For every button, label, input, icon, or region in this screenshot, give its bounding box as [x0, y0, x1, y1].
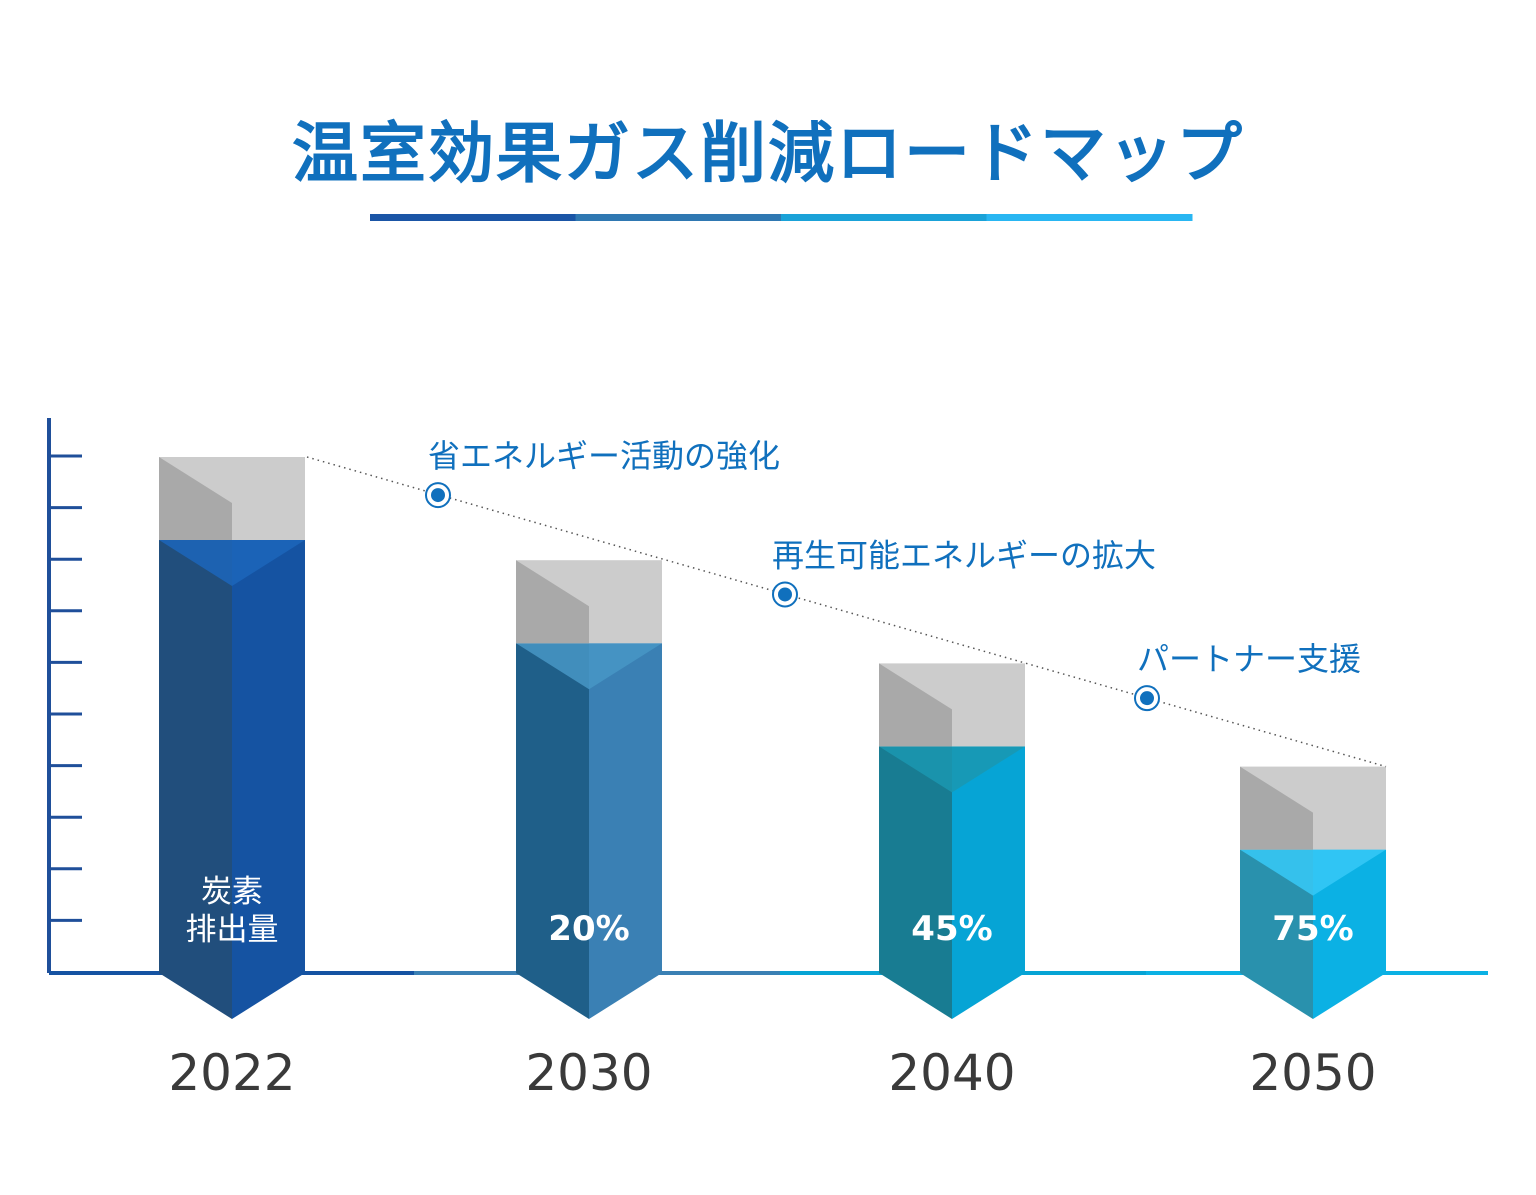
bar-2030: 20% — [516, 560, 662, 1019]
bar-chevron-shade — [516, 643, 662, 690]
bar-value-label: 75% — [1272, 909, 1353, 949]
annotation-marker-dot — [1140, 691, 1154, 706]
bar-cap-shade — [159, 457, 232, 540]
bar-body-left — [516, 643, 589, 1019]
year-label: 2040 — [888, 1044, 1015, 1102]
year-label: 2030 — [525, 1044, 652, 1102]
annotation-label: 再生可能エネルギーの拡大 — [772, 536, 1156, 574]
year-label: 2022 — [168, 1044, 295, 1102]
bar-body-right — [952, 746, 1025, 1019]
trend-line — [306, 456, 1387, 768]
bar-body-right — [1313, 849, 1386, 1019]
underline-segment — [986, 214, 1193, 221]
title-underline — [370, 214, 1193, 221]
underline-segment — [575, 214, 782, 221]
bar-body-left — [879, 746, 952, 1019]
annotation-label: 省エネルギー活動の強化 — [428, 437, 780, 475]
bar-chevron-shade — [879, 746, 1025, 793]
annotation-label: パートナー支援 — [1137, 640, 1361, 678]
bar-cap-shade — [1240, 766, 1313, 850]
bar-2050: 75% — [1240, 766, 1386, 1019]
bar-body-right — [589, 643, 662, 1019]
bar-body-right — [232, 540, 305, 1019]
bar-cap-shade — [879, 663, 952, 747]
bar-chevron-shade — [159, 540, 305, 586]
bars: 炭素排出量 20% 45% 75% — [159, 457, 1386, 1019]
page-title: 温室効果ガス削減ロードマップ — [292, 115, 1244, 192]
annotation-marker-dot — [431, 488, 445, 503]
trend-line-path — [306, 456, 1387, 768]
underline-segment — [370, 214, 576, 221]
year-label: 2050 — [1249, 1044, 1376, 1102]
bar-body-left — [159, 540, 232, 1019]
bar-chevron-shade — [1240, 849, 1386, 896]
x-tick-labels: 2022 2030 2040 2050 — [168, 1044, 1376, 1102]
y-axis — [47, 418, 82, 973]
bar-value-label: 炭素排出量 — [186, 874, 279, 948]
bar-value-label: 45% — [911, 909, 992, 949]
bar-2040: 45% — [879, 663, 1025, 1019]
bar-body-left — [1240, 849, 1313, 1019]
underline-segment — [781, 214, 987, 221]
bar-cap-shade — [516, 560, 589, 644]
bar-2022: 炭素排出量 — [159, 457, 305, 1019]
annotation-marker-dot — [778, 587, 792, 602]
bar-value-label: 20% — [548, 909, 629, 949]
